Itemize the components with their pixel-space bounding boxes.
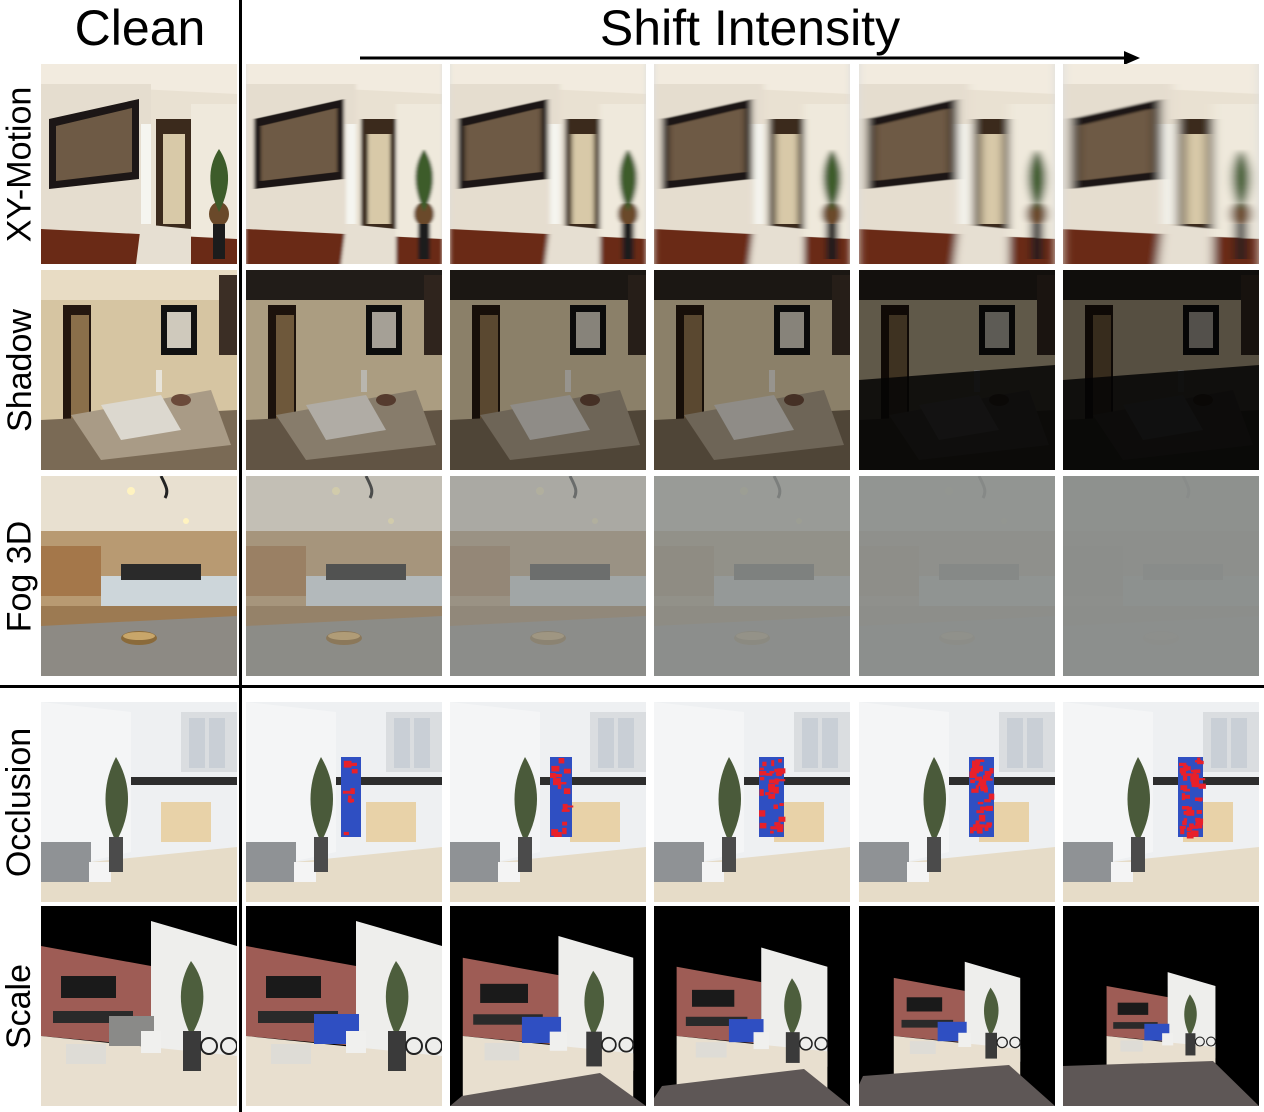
horizontal-divider — [0, 685, 1264, 688]
scale-tile-level-5 — [1063, 906, 1259, 1106]
occlusion-tile-level-2 — [450, 702, 646, 902]
xy-motion-tile-level-1 — [246, 64, 442, 264]
fog-3d-tile-level-2 — [450, 476, 646, 676]
fog-3d-tile-level-1 — [246, 476, 442, 676]
shadow-tile-level-1 — [246, 270, 442, 470]
scale-tile-clean — [41, 906, 237, 1106]
scene-image — [246, 702, 442, 902]
scene-image — [859, 906, 1055, 1106]
scene-image — [450, 476, 646, 676]
scene-image — [1063, 702, 1259, 902]
scale-tile-level-3 — [654, 906, 850, 1106]
scene-image — [859, 702, 1055, 902]
occlusion-tile-level-4 — [859, 702, 1055, 902]
shadow-tile-level-4 — [859, 270, 1055, 470]
occlusion-tile-level-5 — [1063, 702, 1259, 902]
scene-image — [41, 270, 237, 470]
scene-image — [41, 702, 237, 902]
scene-image — [246, 476, 442, 676]
fog-3d-tile-level-4 — [859, 476, 1055, 676]
scene-image — [450, 270, 646, 470]
shadow-tile-clean — [41, 270, 237, 470]
row-label-scale: Scale — [0, 963, 39, 1049]
scene-image — [654, 270, 850, 470]
scene-image — [41, 906, 237, 1106]
scale-tile-level-4 — [859, 906, 1055, 1106]
scene-image — [450, 702, 646, 902]
occlusion-tile-level-1 — [246, 702, 442, 902]
occlusion-tile-clean — [41, 702, 237, 902]
scene-image — [654, 476, 850, 676]
clean-column-header: Clean — [74, 0, 206, 56]
scene-image — [41, 476, 237, 676]
scene-image — [450, 906, 646, 1106]
shift-intensity-arrow — [360, 51, 1140, 65]
scene-image — [1063, 270, 1259, 470]
row-label-occlusion: Occlusion — [0, 727, 39, 877]
shadow-tile-level-5 — [1063, 270, 1259, 470]
scene-image — [1063, 476, 1259, 676]
scene-image — [246, 270, 442, 470]
scene-image — [859, 270, 1055, 470]
shadow-tile-level-3 — [654, 270, 850, 470]
fog-3d-tile-level-3 — [654, 476, 850, 676]
occlusion-tile-level-3 — [654, 702, 850, 902]
scene-image — [1063, 906, 1259, 1106]
fog-3d-tile-clean — [41, 476, 237, 676]
scene-image — [654, 702, 850, 902]
scale-tile-level-2 — [450, 906, 646, 1106]
row-label-xy-motion: XY-Motion — [0, 86, 39, 242]
vertical-divider — [239, 0, 242, 1112]
row-label-fog-3d: Fog 3D — [0, 520, 39, 632]
scene-image — [859, 476, 1055, 676]
xy-motion-tile-clean — [41, 64, 237, 264]
xy-motion-tile-level-4 — [859, 64, 1055, 264]
scene-image — [450, 64, 646, 264]
scene-image — [246, 906, 442, 1106]
scene-image — [654, 906, 850, 1106]
xy-motion-tile-level-5 — [1063, 64, 1259, 264]
shadow-tile-level-2 — [450, 270, 646, 470]
scene-image — [246, 64, 442, 264]
scene-image — [41, 64, 237, 264]
scale-tile-level-1 — [246, 906, 442, 1106]
row-label-shadow: Shadow — [0, 308, 39, 432]
xy-motion-tile-level-3 — [654, 64, 850, 264]
xy-motion-tile-level-2 — [450, 64, 646, 264]
scene-image — [859, 64, 1055, 264]
shift-intensity-header: Shift Intensity — [599, 0, 901, 56]
fog-3d-tile-level-5 — [1063, 476, 1259, 676]
scene-image — [654, 64, 850, 264]
scene-image — [1063, 64, 1259, 264]
